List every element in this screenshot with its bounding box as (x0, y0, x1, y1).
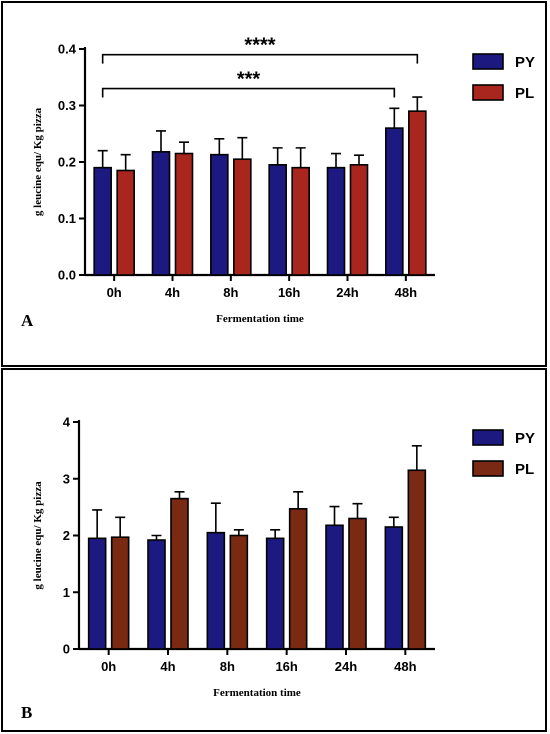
bar-py (325, 524, 344, 650)
error-bar (233, 529, 244, 536)
legend-swatch-py (472, 429, 504, 446)
error-bar (156, 130, 166, 152)
panel-label-b: B (21, 703, 33, 722)
error-bar (329, 505, 340, 526)
x-tick-label: 24h (336, 285, 358, 300)
bar-py (147, 539, 166, 650)
x-tick-label: 4h (165, 285, 180, 300)
bar-py (87, 537, 107, 650)
x-tick-label: 4h (160, 659, 175, 674)
y-tick-label: 0.1 (58, 211, 76, 226)
error-bar (411, 445, 422, 471)
x-axis-title: Fermentation time (216, 313, 304, 325)
error-bar (412, 96, 423, 112)
x-tick-label: 48h (394, 659, 416, 674)
legend-swatch-pl (472, 84, 504, 101)
error-bar (237, 136, 248, 160)
x-axis-title: Fermentation time (213, 687, 301, 699)
legend-swatch-pl (472, 460, 504, 477)
x-tick-label: 0h (101, 659, 116, 674)
error-bar (331, 152, 341, 168)
bar-py (210, 153, 229, 276)
legend-swatch-py (472, 53, 504, 70)
bar-pl (174, 152, 194, 276)
x-tick-label: 48h (395, 285, 417, 300)
y-tick-label: 3 (63, 471, 70, 486)
x-tick-label: 16h (275, 659, 297, 674)
error-bar (352, 502, 363, 519)
chart-b: 0 1 2 3 4 0h 4h 8h 16h 24h 48h Fermentation time g l… (32, 415, 535, 700)
legend-label-py: PY (515, 430, 535, 447)
error-bar (210, 502, 221, 533)
error-bar (388, 516, 399, 527)
error-bar (174, 491, 185, 499)
error-bar (92, 509, 103, 539)
legend-label-pl: PL (515, 461, 534, 478)
error-bar (179, 141, 189, 154)
bar-py (206, 531, 226, 650)
error-bar (293, 491, 304, 509)
bar-pl (229, 534, 249, 650)
significance-bracket (101, 53, 419, 64)
error-bar (214, 138, 225, 155)
error-bar (115, 516, 126, 538)
x-tick-label: 24h (335, 659, 357, 674)
bar-pl (348, 517, 367, 650)
error-bar (354, 154, 364, 165)
x-tick-label: 16h (278, 285, 300, 300)
bar-pl (233, 158, 252, 276)
y-tick-label: 0.3 (58, 98, 76, 113)
bar-pl (349, 164, 369, 276)
bar-pl (110, 536, 130, 650)
y-tick-label: 4 (63, 415, 71, 430)
bar-pl (288, 508, 308, 650)
bar-pl (408, 110, 427, 276)
y-tick-label: 0.4 (58, 42, 77, 57)
significance-bracket (101, 87, 396, 98)
bar-py (385, 127, 404, 276)
error-bar (270, 529, 281, 539)
bar-pl (407, 469, 427, 650)
error-bar (97, 149, 108, 168)
x-tick-label: 8h (220, 659, 235, 674)
bar-py (265, 537, 285, 650)
bar-pl (291, 166, 310, 276)
legend-label-py: PY (515, 54, 535, 71)
bar-py (93, 166, 112, 276)
y-tick-label: 2 (63, 528, 70, 543)
y-tick-label: 0.0 (58, 268, 76, 283)
chart-a: 0.00.10.20.30.40h 4h 8h 16h 24h 48h*******Fer… (32, 35, 535, 325)
y-axis-title: g leucine equ/ Kg pizza (32, 481, 44, 590)
error-bar (120, 153, 131, 171)
bar-py (151, 151, 171, 276)
significance-label: **** (244, 35, 275, 57)
panel-a: 0.0 0.1 0.2 0.3 0.4 0h 4h 8h 16h 24h 48h **** *** Fer… (1, 1, 547, 367)
y-axis-title: g leucine equ/ Kg pizza (32, 107, 44, 216)
bar-py (268, 164, 287, 276)
legend-label-pl: PL (515, 85, 534, 102)
bar-py (384, 526, 404, 650)
bar-py (326, 166, 346, 276)
panel-b: 0 1 2 3 4 0h 4h 8h 16h 24h 48h Fermentation time g l… (1, 368, 547, 732)
error-bar (389, 107, 400, 129)
error-bar (295, 147, 306, 168)
error-bar (151, 534, 162, 541)
error-bar (272, 147, 283, 165)
x-tick-label: 8h (223, 285, 238, 300)
y-tick-label: 0 (63, 642, 70, 657)
significance-label: *** (237, 69, 261, 91)
bar-pl (116, 169, 135, 276)
bar-pl (170, 497, 189, 650)
y-tick-label: 0.2 (58, 155, 76, 170)
y-tick-label: 1 (63, 585, 70, 600)
panel-label-a: A (21, 311, 34, 330)
x-tick-label: 0h (107, 285, 122, 300)
